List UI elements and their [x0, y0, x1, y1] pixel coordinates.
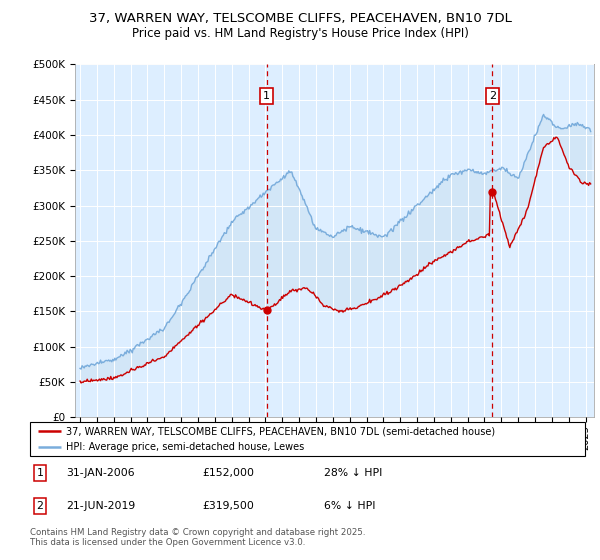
Text: HPI: Average price, semi-detached house, Lewes: HPI: Average price, semi-detached house,…: [66, 442, 304, 452]
Text: 37, WARREN WAY, TELSCOMBE CLIFFS, PEACEHAVEN, BN10 7DL (semi-detached house): 37, WARREN WAY, TELSCOMBE CLIFFS, PEACEH…: [66, 426, 495, 436]
Text: £152,000: £152,000: [202, 468, 254, 478]
Text: 1: 1: [37, 468, 43, 478]
Text: 21-JUN-2019: 21-JUN-2019: [66, 501, 136, 511]
Text: 37, WARREN WAY, TELSCOMBE CLIFFS, PEACEHAVEN, BN10 7DL: 37, WARREN WAY, TELSCOMBE CLIFFS, PEACEH…: [89, 12, 511, 25]
Text: 28% ↓ HPI: 28% ↓ HPI: [324, 468, 383, 478]
Text: 6% ↓ HPI: 6% ↓ HPI: [324, 501, 376, 511]
Text: 1: 1: [263, 91, 270, 101]
Text: 31-JAN-2006: 31-JAN-2006: [66, 468, 134, 478]
Text: Price paid vs. HM Land Registry's House Price Index (HPI): Price paid vs. HM Land Registry's House …: [131, 27, 469, 40]
Text: 2: 2: [37, 501, 43, 511]
Text: 2: 2: [489, 91, 496, 101]
Text: £319,500: £319,500: [202, 501, 254, 511]
Text: Contains HM Land Registry data © Crown copyright and database right 2025.
This d: Contains HM Land Registry data © Crown c…: [30, 528, 365, 547]
